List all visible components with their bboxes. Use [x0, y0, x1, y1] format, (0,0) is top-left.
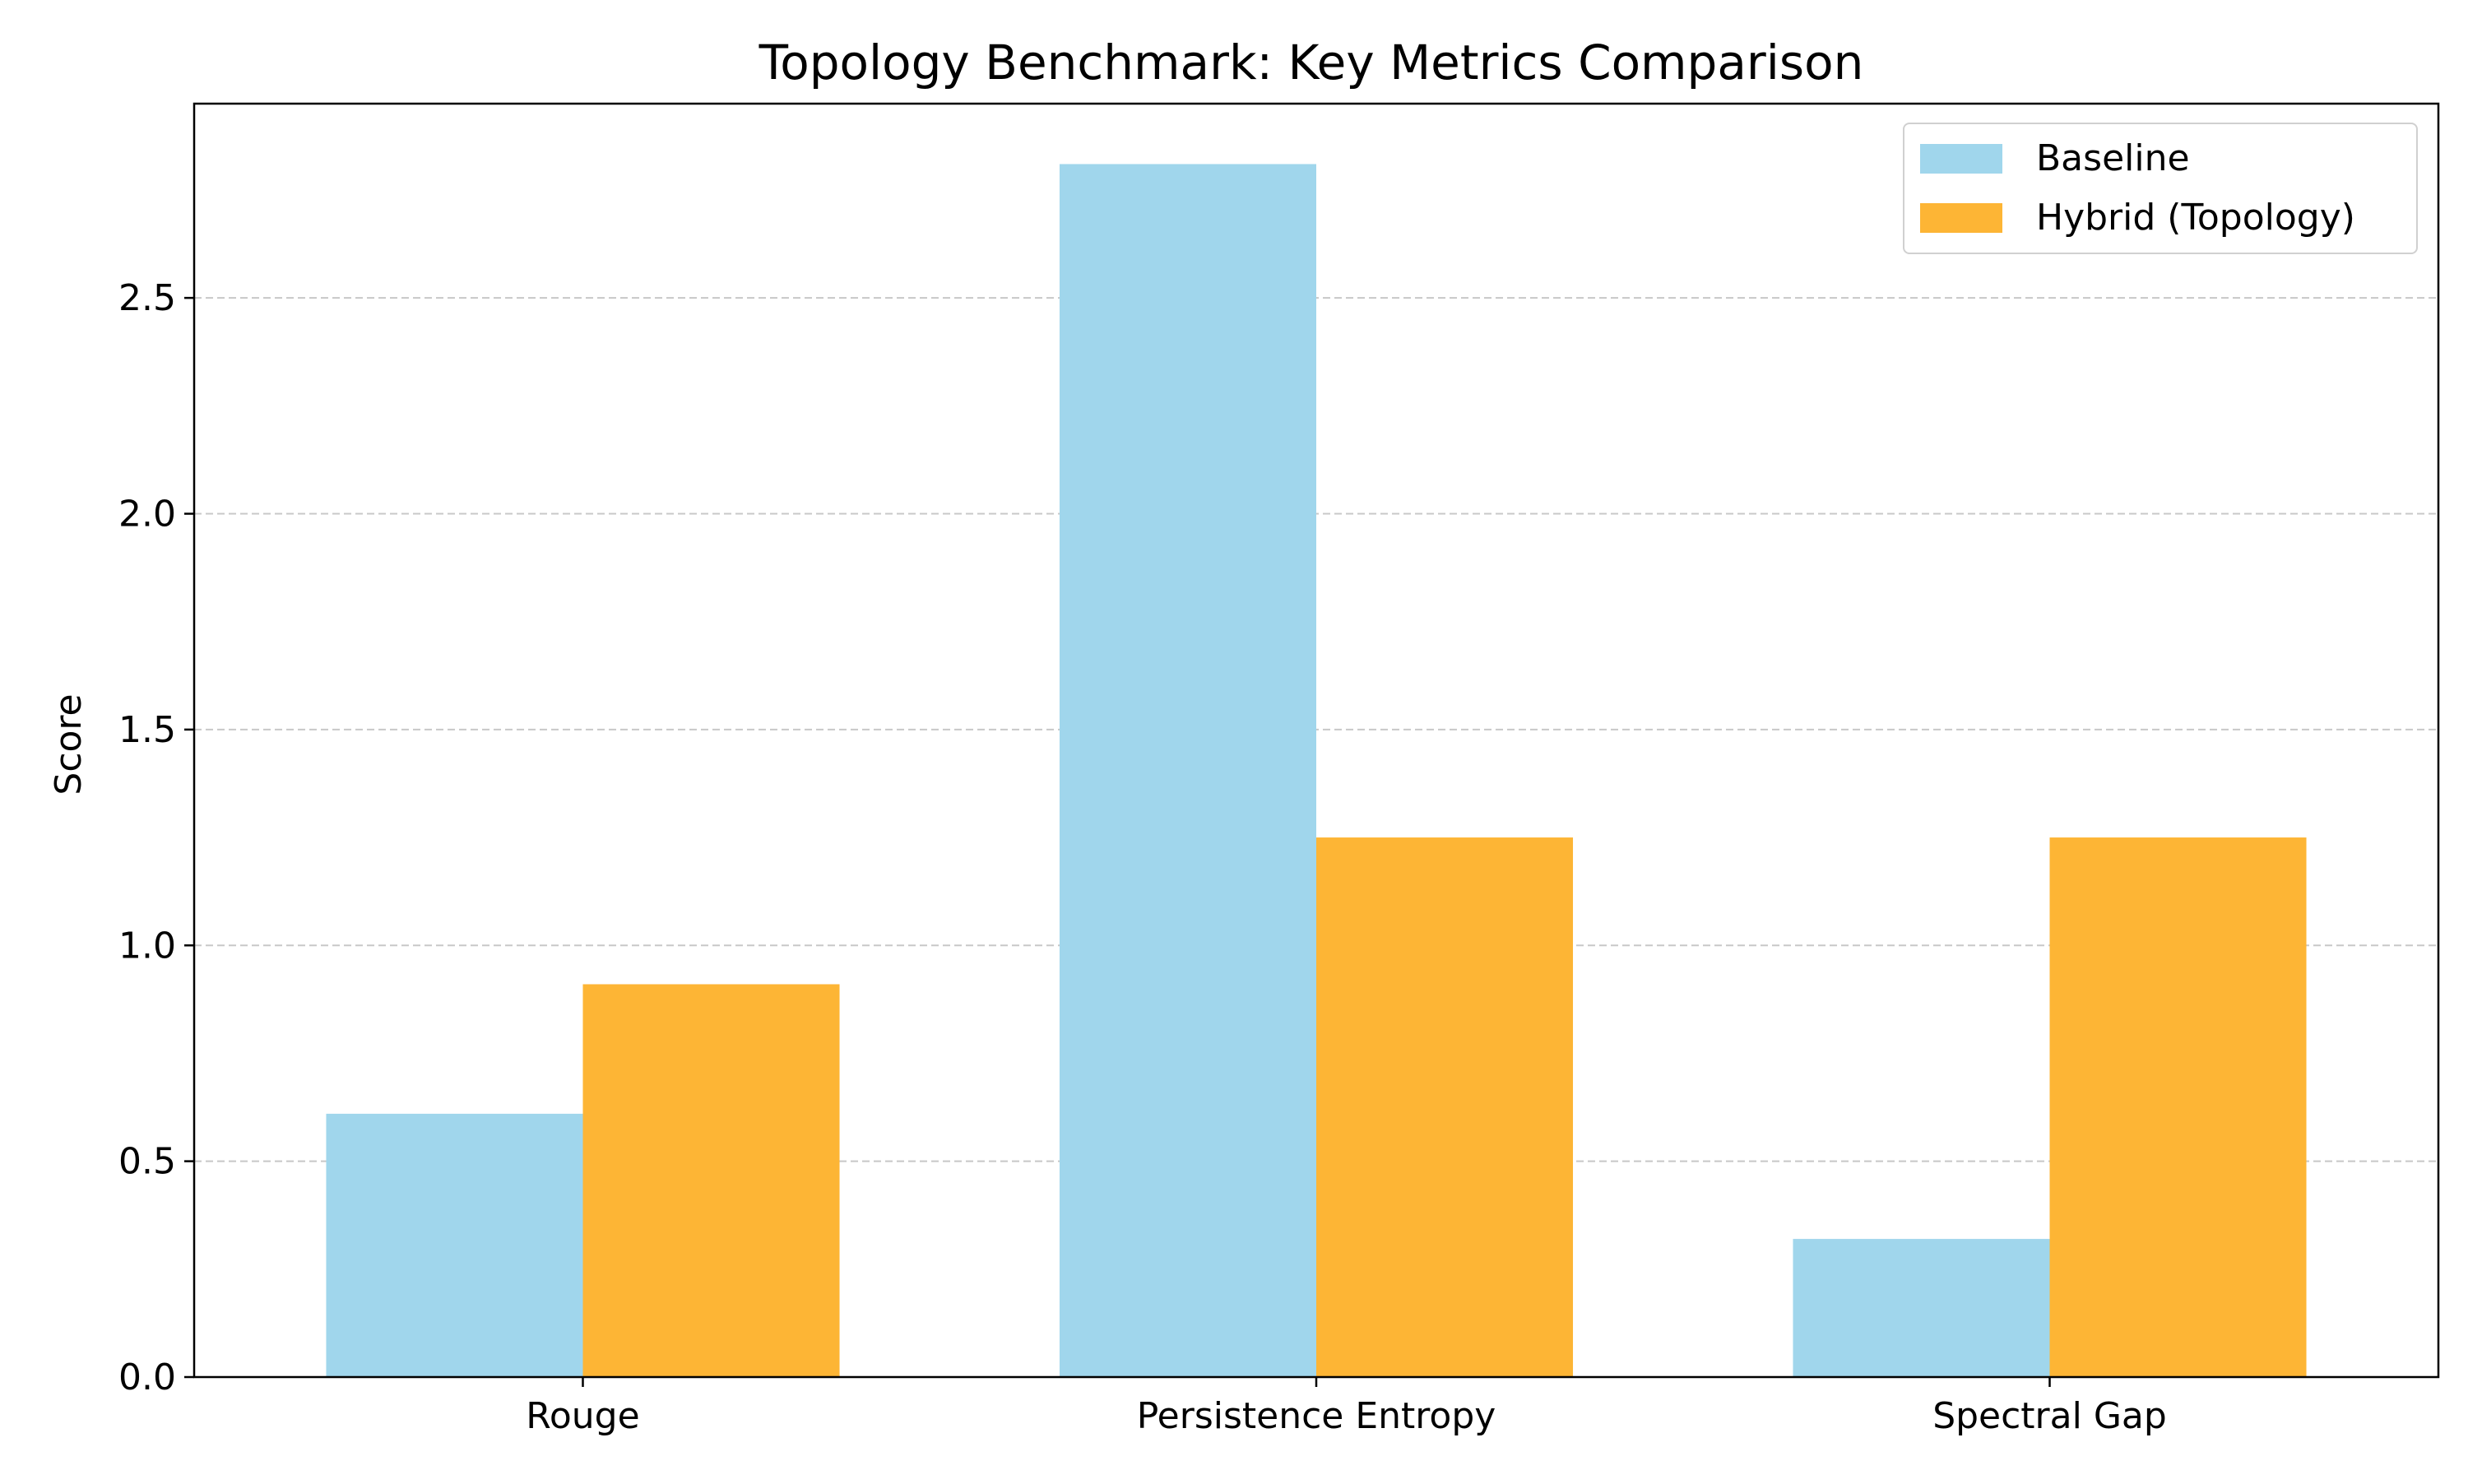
legend-label-hybrid: Hybrid (Topology): [2036, 197, 2355, 239]
bar-hybrid-2: [2049, 837, 2307, 1377]
x-tick-label: Rouge: [526, 1395, 639, 1437]
chart-title: Topology Benchmark: Key Metrics Comparis…: [758, 35, 1864, 90]
y-tick-label: 1.0: [118, 925, 176, 967]
y-tick-label: 1.5: [118, 709, 176, 751]
y-tick-label: 2.5: [118, 277, 176, 319]
legend: Baseline Hybrid (Topology): [1903, 123, 2418, 254]
plot-frame: [193, 102, 2440, 1379]
y-tick-label: 0.0: [118, 1356, 176, 1398]
y-tick-label: 0.5: [118, 1141, 176, 1183]
x-tick-label: Persistence Entropy: [1137, 1395, 1496, 1437]
y-tick-label: 2.0: [118, 494, 176, 536]
bar-hybrid-1: [1316, 837, 1574, 1377]
bar-baseline-2: [1793, 1239, 2050, 1377]
y-axis-label: Score: [48, 693, 90, 795]
legend-label-baseline: Baseline: [2036, 137, 2190, 179]
x-axis-ticks: Rouge Persistence Entropy Spectral Gap: [526, 1377, 2167, 1437]
legend-swatch-hybrid: [1920, 203, 2002, 233]
x-tick-label: Spectral Gap: [1932, 1395, 2167, 1437]
bars: [326, 164, 2307, 1378]
bar-hybrid-0: [582, 984, 840, 1377]
y-axis-ticks: 0.0 0.5 1.0 1.5 2.0 2.5: [118, 277, 194, 1398]
legend-swatch-baseline: [1920, 144, 2002, 174]
bar-baseline-1: [1059, 164, 1316, 1378]
legend-box: [1903, 123, 2418, 254]
bar-baseline-0: [326, 1113, 583, 1377]
